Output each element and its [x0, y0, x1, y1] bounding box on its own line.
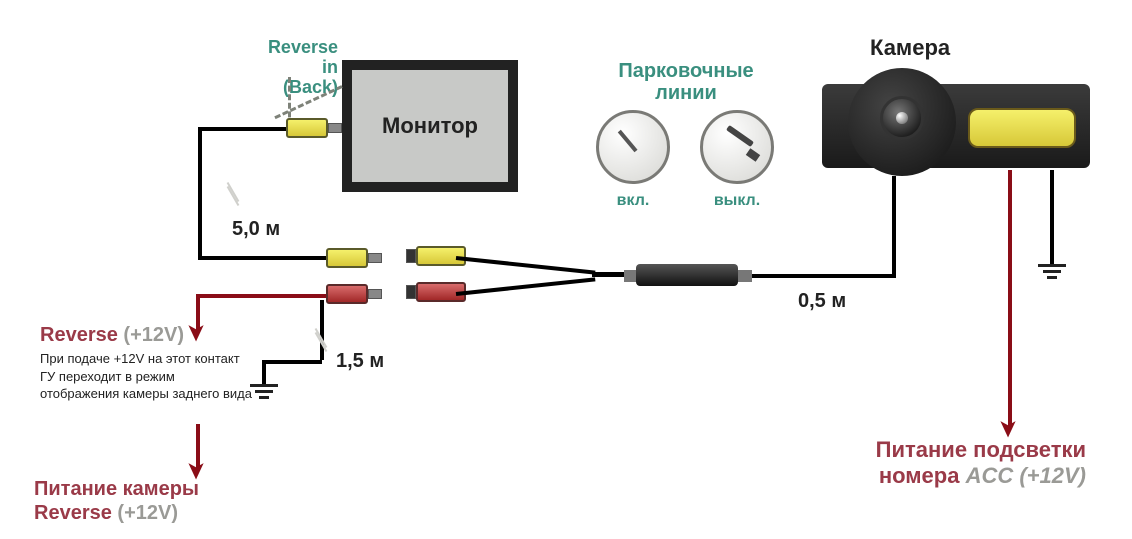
- license-light-lens: [968, 108, 1076, 148]
- inline-connector: [636, 264, 738, 286]
- wire-reverse-trigger-h: [196, 294, 326, 298]
- wire-to-rca-pair-h: [198, 256, 328, 260]
- length-1-5-label: 1,5 м: [336, 350, 384, 372]
- reverse-12v-label: Reverse (+12V): [40, 324, 184, 346]
- reverse-voltage: (+12V): [123, 324, 184, 346]
- rca-tip: [406, 285, 416, 299]
- dial-off-needle-tip: [746, 148, 760, 161]
- dial-off-needle: [726, 125, 754, 147]
- arrow-reverse-trigger: ➤: [182, 322, 211, 342]
- inline-connector-tip-r: [738, 270, 752, 282]
- cut-mark-1: [222, 182, 244, 204]
- dial-off-label: выкл.: [700, 192, 774, 210]
- dial-on-label: вкл.: [596, 192, 670, 210]
- monitor-block: Монитор: [342, 60, 518, 192]
- light-power-nomera: номера: [879, 463, 966, 488]
- rca-body: [326, 248, 368, 268]
- reverse-note-l2: ГУ переходит в режим: [40, 369, 175, 384]
- reverse-in-line1: Reverse in: [268, 37, 338, 77]
- length-0-5-label: 0,5 м: [798, 290, 846, 312]
- rca-tip: [406, 249, 416, 263]
- wire-light-power-v: [1008, 170, 1012, 426]
- rca-yellow-male-left: [326, 248, 382, 268]
- cam-power-label-l1: Питание камеры: [34, 478, 199, 500]
- reverse-note: При подаче +12V на этот контакт ГУ перех…: [40, 350, 252, 403]
- parking-dial-on: [596, 110, 670, 184]
- arrow-light-power: ➤: [994, 418, 1023, 438]
- parking-title-l1: Парковочные: [618, 60, 753, 82]
- ground-symbol-right: [1038, 264, 1066, 279]
- rca-video-to-monitor: [286, 118, 342, 138]
- reverse-note-l1: При подаче +12V на этот контакт: [40, 351, 240, 366]
- wire-cam-ground-v: [1050, 170, 1054, 266]
- monitor-text: Монитор: [382, 113, 478, 139]
- wire-harness-top: [456, 256, 596, 275]
- dial-on-needle: [618, 130, 638, 152]
- light-power-label-l1: Питание подсветки: [786, 438, 1086, 462]
- wire-harness-bottom: [456, 277, 596, 296]
- cam-power-voltage: (+12V): [117, 502, 178, 524]
- rca-tip: [368, 289, 382, 299]
- wire-video-trunk-v: [198, 127, 202, 258]
- wire-monitor-video-h: [198, 127, 286, 131]
- parking-title-l2: линии: [655, 82, 717, 104]
- cut-mark-2: [310, 328, 332, 350]
- reverse-in-label: Reverse in (Back): [248, 38, 338, 97]
- rca-tip: [328, 123, 342, 133]
- wire-camera-h: [752, 274, 894, 278]
- reverse-note-l3: отображения камеры заднего вида: [40, 386, 252, 401]
- rca-body: [326, 284, 368, 304]
- camera-lens-glint: [896, 112, 908, 124]
- parking-dial-off: [700, 110, 774, 184]
- rca-body: [286, 118, 328, 138]
- light-power-label-l2: номера ACC (+12V): [786, 464, 1086, 488]
- light-power-acc: ACC (+12V): [966, 463, 1086, 488]
- wire-ground-left-h: [262, 360, 322, 364]
- camera-title: Камера: [870, 36, 950, 60]
- rca-tip: [368, 253, 382, 263]
- cam-power-label-l2: Reverse (+12V): [34, 502, 178, 524]
- rca-red-male-left: [326, 284, 382, 304]
- cam-power-reverse: Reverse: [34, 502, 117, 524]
- reverse-text: Reverse: [40, 324, 123, 346]
- ground-symbol-left: [250, 384, 278, 399]
- length-5-0-label: 5,0 м: [232, 218, 280, 240]
- wire-camera-v: [892, 176, 896, 278]
- parking-lines-title: Парковочные линии: [596, 60, 776, 104]
